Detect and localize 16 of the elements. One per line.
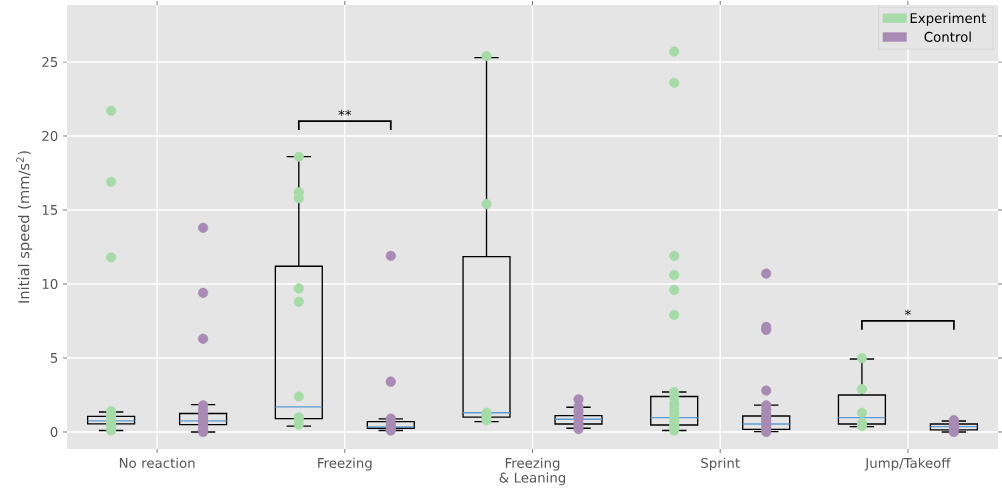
legend-label: Experiment <box>910 12 987 26</box>
y-tick-label: 10 <box>42 278 58 290</box>
x-tick-label: Sprint <box>701 457 740 471</box>
annotation: ** <box>338 109 352 116</box>
y-tick-label: 5 <box>50 353 58 363</box>
x-tick-label: Jump/Takeoff <box>864 457 951 471</box>
x-tick-label: Freezing & Leaning <box>499 457 566 486</box>
legend-label: Control <box>924 31 971 42</box>
y-tick-label: 20 <box>42 130 58 142</box>
y-tick-label: 15 <box>42 205 58 215</box>
annotation: * <box>904 309 911 316</box>
y-axis-title: Initial speed (mm/s$^{2}$) <box>16 151 33 303</box>
y-tick-label: 0 <box>50 426 58 438</box>
x-tick-label: No reaction <box>119 457 195 469</box>
x-tick-label: Freezing <box>318 457 372 471</box>
y-tick-label: 25 <box>42 56 58 68</box>
